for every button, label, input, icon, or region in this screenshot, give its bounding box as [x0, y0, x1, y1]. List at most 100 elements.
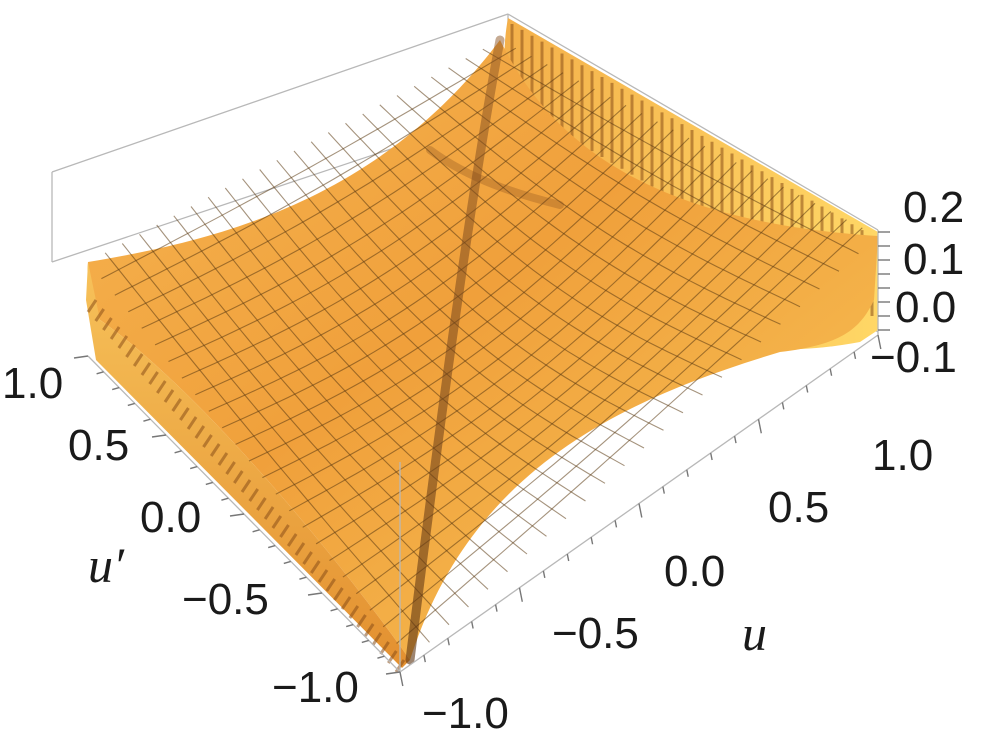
x-tickmark-19	[853, 351, 857, 359]
x-tickmark-4	[494, 604, 498, 612]
x-tick-0.5: 0.5	[768, 483, 829, 532]
combLeft-ridge-0	[86, 299, 98, 313]
combLeft-ridge-17	[217, 452, 229, 466]
y-tickmark-4	[143, 418, 151, 422]
y-tickmark-9	[221, 497, 229, 501]
combLeft-ridge-8	[148, 371, 159, 385]
y-tickmark-15	[307, 592, 323, 596]
y-tickmark-0	[73, 355, 89, 359]
combLeft-ridge-13	[186, 416, 198, 430]
y-tickmark-13	[283, 560, 291, 565]
surface-crease-secondary	[426, 146, 564, 209]
y-tickmark-8	[205, 481, 213, 486]
combLeft-ridge-35	[356, 614, 367, 628]
combLeft-ridge-29	[310, 560, 321, 574]
combLeft-ridge-6	[132, 353, 144, 367]
combLeft-ridge-20	[240, 479, 252, 493]
mesh-line-t-23	[396, 227, 863, 644]
combLeft-ridge-14	[194, 425, 206, 439]
y-tickmark-16	[330, 608, 338, 612]
combLeft-ridge-9	[156, 380, 167, 394]
x-tickmark-3	[471, 621, 474, 629]
combLeft-ridge-2	[102, 317, 113, 331]
mesh-line-t-22	[382, 219, 847, 628]
surface-mesh	[101, 47, 863, 644]
y-tick-1.0: 1.0	[2, 359, 63, 408]
combLeft-ridge-12	[179, 407, 190, 421]
x-tickmark-12	[686, 469, 689, 477]
x-tick-0.0: 0.0	[664, 547, 725, 596]
combLeft-ridge-19	[233, 470, 244, 484]
x-tickmark-2	[447, 638, 450, 646]
x-tickmark-6	[542, 570, 546, 579]
x-tickmark-17	[805, 385, 809, 393]
x-tick-minus-1.0: −1.0	[422, 689, 509, 736]
y-tickmark-10	[229, 513, 245, 517]
y-tickmark-19	[377, 655, 385, 659]
combLeft-ridge-1	[94, 308, 105, 322]
x-axis-label: u	[742, 605, 767, 661]
combLeft-ridge-23	[263, 506, 275, 520]
y-tickmark-12	[268, 544, 276, 549]
combLeft-ridge-11	[171, 398, 182, 412]
combLeft-ridge-3	[109, 326, 121, 340]
combLeft-ridge-32	[333, 587, 344, 601]
y-tickmark-3	[127, 402, 135, 407]
x-tick-minus-0.5: −0.5	[552, 609, 639, 658]
combLeft-ridge-33	[340, 596, 352, 610]
tick-marks	[73, 231, 890, 687]
x-tickmark-18	[829, 368, 833, 376]
z-tick-minus-0.1: −0.1	[870, 333, 957, 382]
y-tick-minus-1.0: −1.0	[272, 663, 359, 712]
z-tick-0.0: 0.0	[895, 283, 956, 332]
combLeft-ridge-18	[225, 461, 236, 475]
combLeft-ridge-4	[117, 335, 129, 349]
combLeft-ridge-30	[317, 569, 329, 583]
combLeft-ridge-26	[286, 533, 298, 547]
combLeft-ridge-10	[163, 389, 175, 403]
combLeft-ridge-31	[325, 578, 336, 592]
combLeft-ridge-34	[348, 605, 360, 619]
surface-crease	[405, 35, 505, 665]
x-tickmark-14	[733, 435, 737, 444]
y-tick-0.0: 0.0	[140, 493, 201, 542]
y-tickmark-17	[346, 623, 354, 628]
x-tickmark-0	[399, 671, 404, 687]
combLeft-ridge-22	[256, 497, 267, 511]
y-tickmark-7	[190, 465, 198, 470]
y-tickmark-20	[385, 671, 401, 675]
x-tickmark-10	[638, 503, 643, 518]
comb-ridges-left	[86, 299, 406, 673]
y-tickmark-14	[299, 576, 307, 580]
y-tickmark-5	[151, 434, 167, 438]
combLeft-ridge-7	[140, 362, 152, 376]
x-tickmark-16	[781, 402, 785, 410]
mesh-line-s-21	[448, 67, 820, 290]
z-tick-0.1: 0.1	[903, 235, 964, 284]
y-tickmark-2	[112, 386, 120, 391]
mesh-line-t-21	[369, 211, 832, 611]
combLeft-ridge-16	[209, 443, 221, 457]
y-tick-0.5: 0.5	[68, 421, 129, 470]
x-tickmark-20	[877, 334, 882, 350]
x-tickmark-15	[757, 419, 762, 434]
y-tickmark-11	[252, 529, 260, 533]
x-tickmark-9	[614, 520, 618, 528]
y-tickmark-18	[361, 639, 369, 644]
combLeft-ridge-37	[371, 632, 383, 646]
x-tickmark-11	[662, 486, 665, 494]
combLeft-ridge-15	[202, 434, 213, 448]
combLeft-ridge-25	[279, 524, 290, 538]
surface-sheet	[87, 40, 878, 660]
y-tickmark-1	[96, 371, 104, 375]
combLeft-ridge-21	[248, 488, 259, 502]
x-tick-1.0: 1.0	[872, 431, 933, 480]
surface	[86, 18, 878, 673]
mesh-line-s-22	[465, 58, 840, 272]
surface-front-left-wall	[86, 262, 410, 668]
mesh-line-t-20	[355, 202, 816, 595]
x-axis: −1.0 −0.5 0.0 0.5 1.0 u	[422, 431, 933, 736]
y-tickmark-6	[174, 450, 182, 454]
y-tick-minus-0.5: −0.5	[182, 575, 269, 624]
